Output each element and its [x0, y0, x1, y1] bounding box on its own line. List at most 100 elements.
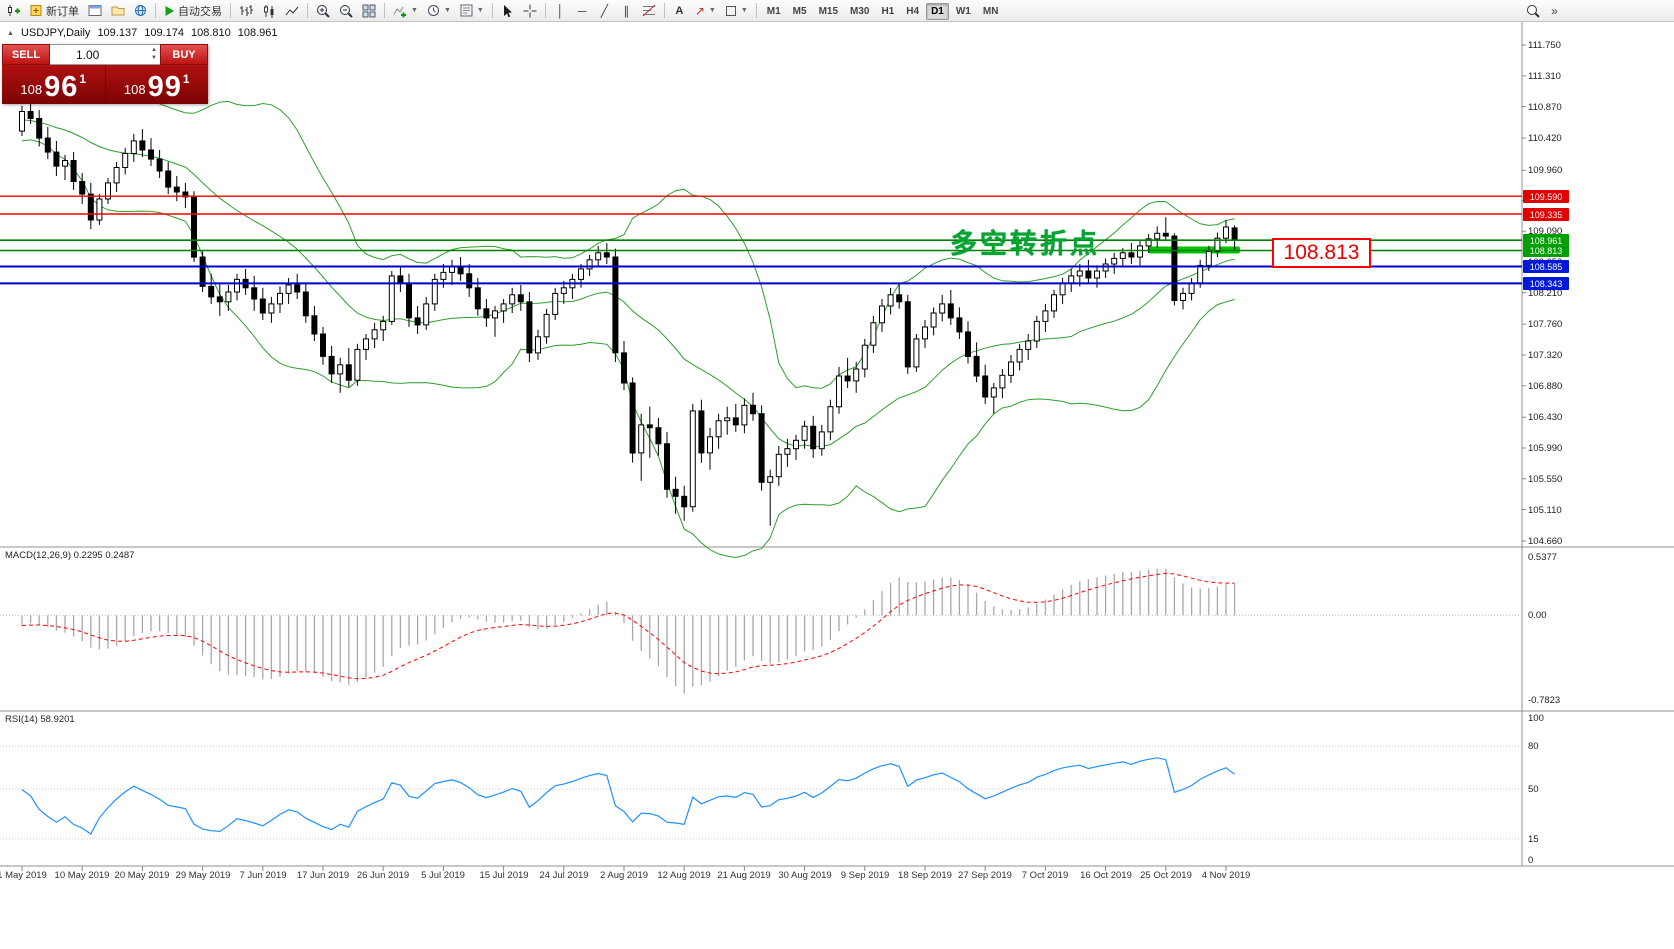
candle-body	[96, 198, 103, 221]
sell-button[interactable]: SELL	[2, 44, 50, 65]
candle-body	[423, 303, 430, 326]
candle-body	[681, 495, 688, 508]
candle-body	[406, 282, 412, 319]
rsi-axis-label: 0	[1528, 855, 1534, 866]
indicators-button[interactable]: ▼	[389, 1, 422, 20]
candlestick-chart-button[interactable]	[258, 1, 280, 20]
trendline-button[interactable]: ╱	[594, 1, 615, 20]
timeframe-button-m5[interactable]: M5	[792, 6, 807, 17]
new-chart-button[interactable]	[3, 1, 25, 20]
buy-button[interactable]: BUY	[160, 44, 208, 65]
timeframe-button-m30[interactable]: M30	[850, 6, 870, 17]
candle-body	[1162, 232, 1169, 237]
crosshair-button[interactable]	[519, 1, 541, 20]
date-axis-label: 29 May 2019	[175, 870, 231, 881]
timeframe-button-w1[interactable]: W1	[955, 6, 971, 17]
quick-navigation-button[interactable]: »	[1544, 1, 1565, 20]
date-axis-label: 16 Oct 2019	[1080, 870, 1132, 881]
macd-histogram	[21, 568, 1236, 694]
chart-window-button[interactable]	[84, 1, 106, 20]
candle-body	[913, 338, 920, 368]
cursor-button[interactable]	[497, 1, 518, 20]
date-axis-label: 27 Sep 2019	[958, 870, 1012, 881]
ask-price-display[interactable]: 108 99 1	[106, 65, 209, 104]
macd-signal-line	[21, 572, 1235, 680]
candle-body	[887, 294, 894, 307]
toolbar-separator	[663, 3, 665, 18]
timeframe-button-h1[interactable]: H1	[881, 6, 895, 17]
vertical-line-button[interactable]: │	[550, 1, 571, 20]
zoom-in-button[interactable]	[312, 1, 334, 20]
candle-body	[492, 310, 498, 319]
candle-body	[664, 443, 670, 490]
candle-body	[1128, 252, 1135, 258]
tile-windows-button[interactable]	[358, 1, 380, 20]
shapes-button[interactable]: ▼	[721, 1, 752, 20]
candle-body	[707, 436, 713, 454]
dropdown-caret-icon: ▼	[443, 7, 451, 14]
arrow-tool-icon: ↗	[694, 3, 705, 18]
candle-body	[27, 111, 34, 119]
candle-body	[234, 278, 240, 293]
spinner-up-icon[interactable]: ▲	[151, 47, 157, 53]
search-button[interactable]	[1522, 1, 1544, 20]
market-watch-button[interactable]	[130, 1, 151, 20]
timeframe-button-m1[interactable]: M1	[766, 6, 781, 17]
timeframe-button-mn[interactable]: MN	[982, 6, 999, 17]
line-chart-button[interactable]	[281, 1, 303, 20]
toolbar-separator	[755, 3, 757, 18]
turning-point-annotation[interactable]: 多空转折点	[950, 229, 1100, 259]
profiles-button[interactable]	[107, 1, 129, 20]
candle-body	[1231, 227, 1238, 241]
price-line-tag: 108.961	[1523, 234, 1569, 247]
timeframe-button-d1[interactable]: D1	[926, 3, 949, 20]
horizontal-line-button[interactable]: ─	[572, 1, 593, 20]
main-toolbar: 新订单 自动交易 ▼ ▼ ▼ │ ─ ╱ ∥ A ↗ ▼ ▼ M1 M5 M15 M30…	[0, 0, 1674, 22]
dropdown-caret-icon: ▼	[411, 7, 418, 14]
channel-button[interactable]: ∥	[616, 1, 637, 20]
collapse-arrow-icon[interactable]: ▲	[7, 29, 14, 37]
candle-body	[870, 322, 877, 346]
candle-body	[939, 303, 946, 314]
bar-chart-button[interactable]	[235, 1, 257, 20]
candle-body	[277, 292, 283, 305]
candle-body	[62, 160, 68, 167]
candle-body	[449, 266, 455, 273]
candle-body	[621, 352, 627, 384]
price-axis-label: 109.090	[1528, 226, 1563, 237]
periods-button[interactable]: ▼	[423, 1, 455, 20]
spinner-down-icon[interactable]: ▼	[151, 55, 157, 61]
price-axis-label: 105.110	[1528, 505, 1562, 516]
candle-body	[1188, 282, 1195, 294]
new-order-button[interactable]: 新订单	[26, 1, 83, 20]
candle-body	[861, 344, 868, 370]
timeframe-button-h4[interactable]: H4	[906, 6, 920, 17]
price-axis-label: 105.990	[1528, 443, 1563, 454]
price-callout-label[interactable]: 108.813	[1272, 238, 1371, 268]
candle-body	[36, 118, 43, 139]
arrows-tool-button[interactable]: ↗ ▼	[691, 1, 720, 20]
volume-spinner[interactable]: ▲ ▼	[151, 47, 157, 62]
candle-body	[259, 298, 266, 314]
fibonacci-button[interactable]	[638, 1, 660, 20]
text-label-button[interactable]: A	[675, 4, 684, 17]
candle-body	[973, 355, 980, 377]
volume-input[interactable]: 1.00 ▲ ▼	[50, 44, 160, 65]
candle-body	[165, 170, 172, 188]
candle-body	[767, 476, 774, 483]
auto-trading-button[interactable]: 自动交易	[160, 1, 226, 20]
auto-trading-label: 自动交易	[178, 5, 222, 18]
bid-price-display[interactable]: 108 96 1	[2, 65, 106, 104]
candle-body	[345, 364, 352, 381]
date-axis-label: 26 Jun 2019	[356, 870, 410, 881]
candle-body	[724, 417, 731, 422]
candle-body	[689, 410, 696, 508]
candle-body	[922, 326, 928, 340]
zoom-out-button[interactable]	[335, 1, 357, 20]
candle-body	[105, 182, 111, 200]
candle-body	[775, 453, 782, 478]
templates-button[interactable]: ▼	[456, 1, 488, 20]
rsi-indicator-label: RSI(14) 58.9201	[5, 714, 75, 725]
timeframe-button-m15[interactable]: M15	[818, 6, 839, 17]
